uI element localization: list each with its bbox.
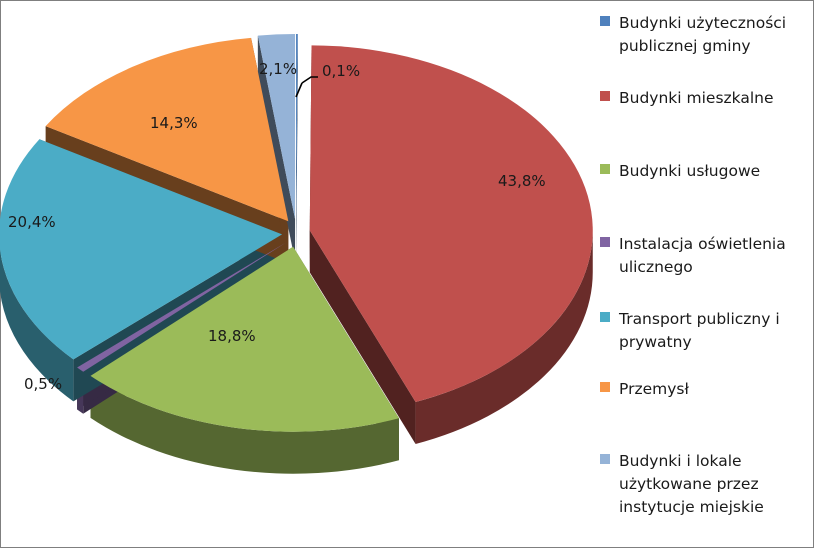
slice-przemysl <box>45 37 289 222</box>
slice-budynki-uzytecznosci-publicznej-gminy <box>296 34 298 220</box>
slice-side-budynki-i-lokale-uzytkowane-przez-instytucje-miejskie <box>257 35 296 262</box>
slice-wall <box>309 230 416 444</box>
slice-instalacja-oswietlenia-ulicznego <box>77 242 286 372</box>
legend-swatch <box>600 16 610 26</box>
slice-wall <box>257 35 296 262</box>
legend-swatch <box>600 312 610 322</box>
slice-transport-publiczny-i-prywatny <box>0 139 283 360</box>
data-label-budynki-uzytecznosci: 0,1% <box>322 62 360 80</box>
slices-layer <box>0 34 593 474</box>
legend-label: Budynki użyteczności publicznej gminy <box>619 14 787 55</box>
legend-swatch <box>600 382 610 392</box>
legend-label: Instalacja oświetlenia ulicznego <box>619 235 786 276</box>
data-label-instalacja-oswietlenia: 0,5% <box>24 375 62 393</box>
slice-side-budynki-uzytecznosci-publicznej-gminy <box>296 34 298 262</box>
leader-line-micro-slice <box>295 82 303 98</box>
labels-layer: 0,1% 43,8% 18,8% 0,5% 20,4% 14,3% 2,1% <box>8 60 546 393</box>
slice-wall <box>296 34 298 262</box>
slice-rim <box>415 230 593 444</box>
data-label-budynki-mieszkalne: 43,8% <box>498 172 546 190</box>
data-label-budynki-uslugowe: 18,8% <box>208 327 256 345</box>
slice-budynki-i-lokale-uzytkowane-przez-instytucje-miejskie <box>257 34 296 220</box>
legend-swatch <box>600 164 610 174</box>
slice-budynki-uslugowe <box>90 246 399 432</box>
data-label-przemysl: 14,3% <box>150 114 198 132</box>
legend-swatch <box>600 237 610 247</box>
legend-swatch <box>600 91 610 101</box>
slice-budynki-mieszkalne <box>309 45 593 402</box>
leader-tail-micro-slice <box>301 76 318 84</box>
slice-rim <box>0 248 74 402</box>
legend-label: Budynki usługowe <box>619 162 761 180</box>
data-label-budynki-i-lokale: 2,1% <box>259 60 297 78</box>
legend-label: Budynki mieszkalne <box>619 89 774 107</box>
legend-label: Transport publiczny i prywatny <box>619 310 780 351</box>
slice-rim <box>90 375 399 474</box>
legend-label: Przemysł <box>619 380 689 398</box>
legend-label: Budynki i lokale użytkowane przez instyt… <box>619 452 764 516</box>
data-label-transport: 20,4% <box>8 213 56 231</box>
legend-swatch <box>600 454 610 464</box>
